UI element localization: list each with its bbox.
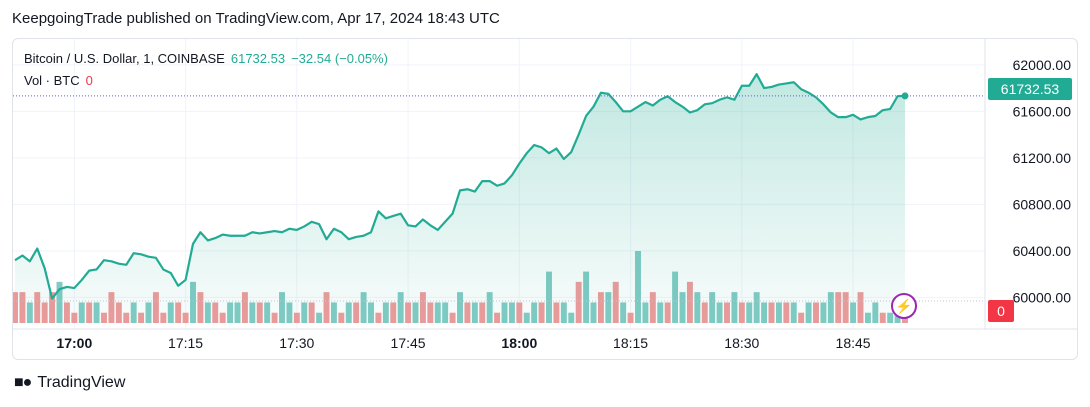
x-tick-label: 18:30 [724, 335, 759, 351]
last-price-dot [901, 92, 909, 100]
x-tick-label: 17:00 [56, 335, 92, 351]
y-tick-label: 60400.00 [1013, 243, 1072, 259]
x-tick-label: 18:15 [613, 335, 648, 351]
volume-badge: 0 [988, 300, 1014, 322]
price-line [14, 73, 906, 300]
last-price-badge: 61732.53 [988, 78, 1072, 100]
chart-frame[interactable]: 62000.00 61600.00 61200.00 60800.00 60400.00… [12, 38, 1078, 360]
price-change-label: −32.54 (−0.05%) [291, 51, 388, 66]
x-tick-label: 17:30 [279, 335, 314, 351]
y-tick-label: 60800.00 [1013, 196, 1072, 212]
lightning-icon[interactable]: ⚡ [891, 293, 917, 319]
last-price-label: 61732.53 [230, 51, 286, 66]
tradingview-brand[interactable]: ■● TradingView [14, 374, 125, 392]
price-chart[interactable]: 62000.00 61600.00 61200.00 60800.00 60400.00… [13, 39, 1078, 360]
symbol-label: Bitcoin / U.S. Dollar, 1, COINBASE [24, 51, 225, 66]
x-tick-label: 17:45 [391, 335, 426, 351]
y-tick-label: 62000.00 [1013, 57, 1072, 73]
chart-legend: Bitcoin / U.S. Dollar, 1, COINBASE 61732… [24, 48, 388, 92]
volume-label: Vol · BTC [24, 73, 80, 88]
brand-name: TradingView [37, 374, 126, 391]
x-tick-label: 17:15 [168, 335, 203, 351]
price-area [15, 74, 905, 324]
x-tick-label: 18:00 [501, 335, 537, 351]
publication-caption: KeepgoingTrade published on TradingView.… [12, 10, 500, 27]
x-tick-label: 18:45 [836, 335, 871, 351]
volume-value: 0 [85, 73, 93, 88]
y-tick-label: 60000.00 [1013, 289, 1072, 305]
y-tick-label: 61600.00 [1013, 103, 1072, 119]
tradingview-logo-icon: ■● [14, 374, 32, 391]
y-tick-label: 61200.00 [1013, 150, 1072, 166]
